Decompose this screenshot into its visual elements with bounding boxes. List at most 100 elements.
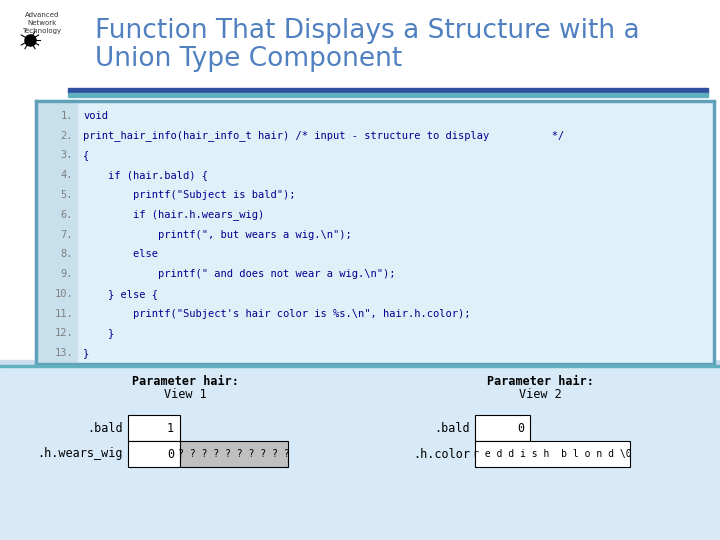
Text: 10.: 10.	[54, 289, 73, 299]
Bar	[0, 402, 720, 404]
Bar	[0, 376, 720, 377]
Bar	[0, 400, 720, 401]
Bar	[0, 387, 720, 388]
Bar	[0, 417, 720, 419]
Bar	[35, 363, 715, 365]
Bar	[0, 371, 720, 372]
Bar	[0, 388, 720, 389]
Bar	[0, 500, 720, 501]
Bar	[0, 441, 720, 442]
Bar	[180, 441, 288, 467]
Bar	[0, 0, 720, 360]
Bar	[0, 360, 720, 540]
Bar	[0, 507, 720, 508]
Bar	[0, 422, 720, 423]
Bar	[0, 536, 720, 537]
Bar	[0, 447, 720, 448]
Bar	[68, 93, 708, 97]
Bar	[0, 428, 720, 429]
Text: void: void	[83, 111, 108, 121]
Text: 5.: 5.	[60, 190, 73, 200]
Text: Technology: Technology	[22, 28, 62, 34]
Bar	[0, 452, 720, 453]
Text: Union Type Component: Union Type Component	[95, 46, 402, 72]
Bar	[0, 463, 720, 464]
Bar	[0, 437, 720, 439]
Bar	[0, 404, 720, 406]
Text: .h.color: .h.color	[413, 448, 470, 461]
Bar	[0, 443, 720, 444]
Bar	[0, 366, 720, 367]
Bar	[0, 505, 720, 507]
Bar	[0, 369, 720, 370]
Bar	[0, 470, 720, 471]
Text: View 1: View 1	[163, 388, 207, 401]
Bar	[0, 418, 720, 420]
Text: .bald: .bald	[87, 422, 123, 435]
Bar	[0, 530, 720, 531]
Text: printf(", but wears a wig.\n");: printf(", but wears a wig.\n");	[83, 230, 352, 240]
Bar	[0, 405, 720, 407]
Text: Function That Displays a Structure with a: Function That Displays a Structure with …	[95, 18, 639, 44]
Text: 0: 0	[517, 422, 524, 435]
Bar	[0, 390, 720, 392]
Bar	[0, 421, 720, 423]
Bar	[0, 475, 720, 477]
Bar	[0, 374, 720, 375]
Text: r e d d i s h  b l o n d \0: r e d d i s h b l o n d \0	[473, 449, 632, 459]
Bar	[0, 395, 720, 396]
Bar	[0, 516, 720, 517]
Bar	[0, 446, 720, 447]
Bar	[0, 478, 720, 480]
Bar	[0, 485, 720, 487]
Bar	[0, 424, 720, 426]
Bar	[0, 377, 720, 379]
Bar	[0, 373, 720, 374]
Bar	[0, 537, 720, 539]
Bar	[0, 489, 720, 490]
Bar	[713, 100, 715, 365]
Bar	[0, 390, 720, 391]
Bar	[0, 368, 720, 369]
Bar	[0, 536, 720, 538]
Bar	[0, 482, 720, 483]
Bar	[0, 450, 720, 451]
Bar	[0, 456, 720, 458]
Text: }: }	[83, 328, 114, 339]
Bar	[0, 453, 720, 454]
Bar	[0, 512, 720, 514]
Bar	[0, 380, 720, 381]
Bar	[0, 433, 720, 434]
Text: else: else	[83, 249, 158, 259]
Bar	[0, 451, 720, 453]
Text: printf(" and does not wear a wig.\n");: printf(" and does not wear a wig.\n");	[83, 269, 395, 279]
Bar	[0, 462, 720, 463]
Bar	[0, 447, 720, 449]
Bar	[0, 412, 720, 414]
Bar	[0, 438, 720, 440]
Bar	[0, 460, 720, 461]
Bar	[0, 511, 720, 512]
Bar	[0, 524, 720, 525]
Bar	[0, 425, 720, 426]
Bar	[0, 409, 720, 410]
Bar	[475, 415, 530, 441]
Bar	[0, 533, 720, 534]
Bar	[0, 509, 720, 510]
Bar	[0, 416, 720, 417]
Bar	[0, 367, 720, 369]
Bar	[0, 413, 720, 415]
Text: 8.: 8.	[60, 249, 73, 259]
Bar	[0, 474, 720, 476]
Bar	[0, 480, 720, 481]
Bar	[0, 509, 720, 511]
Bar	[0, 484, 720, 485]
Bar	[0, 483, 720, 485]
Bar	[0, 398, 720, 399]
Bar	[0, 414, 720, 415]
Bar	[0, 361, 720, 362]
Bar	[0, 521, 720, 523]
Bar	[0, 513, 720, 515]
Bar	[0, 523, 720, 524]
Bar	[0, 466, 720, 468]
